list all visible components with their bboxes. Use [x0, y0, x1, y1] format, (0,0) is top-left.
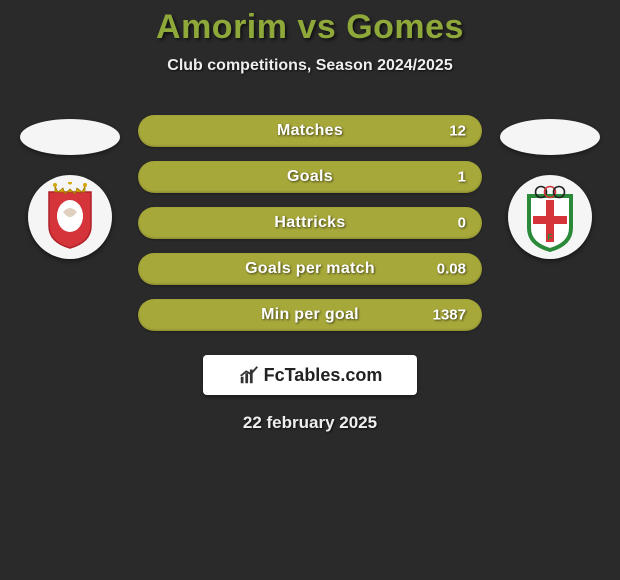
logo-box[interactable]: FcTables.com [203, 355, 417, 395]
stat-bar-min-per-goal: Min per goal 1387 [138, 299, 482, 331]
date-text: 22 february 2025 [0, 413, 620, 433]
stat-label: Goals per match [138, 260, 482, 278]
left-flag [20, 119, 120, 155]
stats-column: Matches 12 Goals 1 Hattricks 0 Goals per… [138, 115, 482, 331]
right-crest: F [508, 175, 592, 259]
stat-bar-hattricks: Hattricks 0 [138, 207, 482, 239]
page-title: Amorim vs Gomes [0, 8, 620, 47]
stat-label: Matches [138, 122, 482, 140]
stat-label: Goals [138, 168, 482, 186]
svg-text:F: F [548, 233, 553, 242]
stat-value: 12 [449, 123, 466, 140]
logo-inner: FcTables.com [238, 364, 383, 386]
stat-value: 1 [458, 169, 466, 186]
stat-label: Hattricks [138, 214, 482, 232]
left-side [20, 115, 120, 259]
stat-bar-goals: Goals 1 [138, 161, 482, 193]
right-side: F [500, 115, 600, 259]
stat-bar-matches: Matches 12 [138, 115, 482, 147]
stat-label: Min per goal [138, 306, 482, 324]
logo-text: FcTables.com [264, 365, 383, 386]
stat-value: 0.08 [437, 261, 466, 278]
left-crest-svg [35, 182, 105, 252]
left-crest [28, 175, 112, 259]
right-flag [500, 119, 600, 155]
stat-value: 1387 [433, 307, 466, 324]
subtitle: Club competitions, Season 2024/2025 [0, 57, 620, 75]
main-row: Matches 12 Goals 1 Hattricks 0 Goals per… [0, 115, 620, 331]
infographic-container: Amorim vs Gomes Club competitions, Seaso… [0, 0, 620, 433]
stat-bar-goals-per-match: Goals per match 0.08 [138, 253, 482, 285]
right-crest-svg: F [515, 182, 585, 252]
stat-value: 0 [458, 215, 466, 232]
chart-icon [238, 364, 260, 386]
